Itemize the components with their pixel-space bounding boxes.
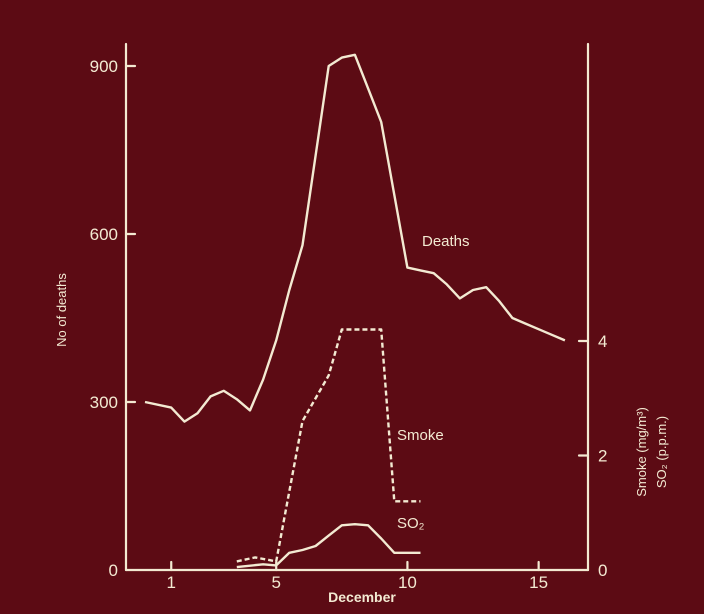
y-right-axis-title-so2: SO₂ (p.p.m.) <box>654 416 669 488</box>
x-tick-label: 10 <box>398 573 417 592</box>
y-right-axis-title-smoke: Smoke (mg/m³) <box>634 407 649 497</box>
x-tick-label: 15 <box>529 573 548 592</box>
annotation-smoke: Smoke <box>397 427 444 444</box>
y-left-tick-label: 300 <box>90 393 118 412</box>
y-left-tick-label: 900 <box>90 57 118 76</box>
axes-layer <box>124 42 590 572</box>
x-axis-title: December <box>328 589 396 605</box>
annotation-deaths: Deaths <box>422 233 470 250</box>
series-line-so2 <box>236 523 421 569</box>
y-left-tick-label: 0 <box>109 561 118 580</box>
y-right-tick-label: 2 <box>598 447 607 466</box>
x-tick-label: 1 <box>167 573 176 592</box>
y-left-axis-title: No of deaths <box>54 273 69 347</box>
x-tick-label: 5 <box>271 573 280 592</box>
series-line-smoke <box>236 328 421 563</box>
y-right-tick-label: 4 <box>598 332 607 351</box>
y-left-tick-label: 600 <box>90 225 118 244</box>
annotation-so2: SO₂ <box>397 515 425 532</box>
y-right-tick-label: 0 <box>598 561 607 580</box>
series-layer <box>144 53 566 569</box>
series-line-deaths <box>144 53 566 423</box>
